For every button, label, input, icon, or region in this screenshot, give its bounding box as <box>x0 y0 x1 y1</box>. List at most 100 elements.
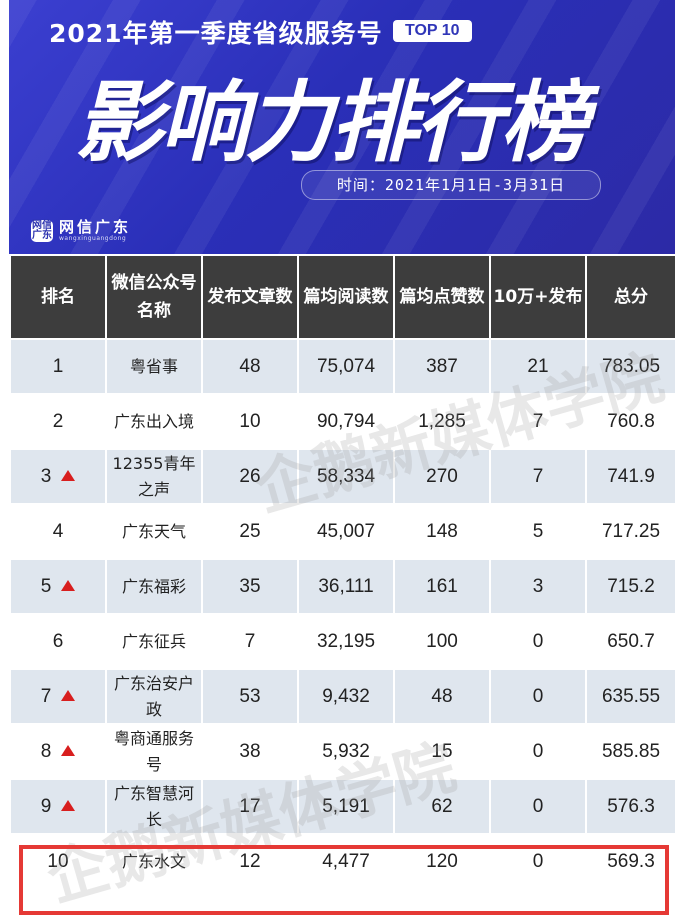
rank-cell: 2 <box>9 393 107 450</box>
up-triangle-icon <box>61 744 76 756</box>
avg-reads-cell: 5,932 <box>297 723 395 780</box>
over-100k-cell: 5 <box>489 503 587 560</box>
table-row: 3 12355青年之声 26 58,334 270 7 741.9 <box>9 448 677 505</box>
rank-number: 4 <box>52 520 64 542</box>
col-header-rank: 排名 <box>9 254 107 340</box>
up-triangle-icon <box>61 799 76 811</box>
over-100k-cell: 7 <box>489 393 587 450</box>
articles-cell: 10 <box>201 393 299 450</box>
account-name-cell: 广东福彩 <box>105 558 203 615</box>
articles-cell: 38 <box>201 723 299 780</box>
avg-reads-cell: 58,334 <box>297 448 395 505</box>
rank-number: 2 <box>52 410 64 432</box>
col-header-name: 微信公众号名称 <box>105 254 203 340</box>
avg-reads-cell: 36,111 <box>297 558 395 615</box>
score-cell: 760.8 <box>585 393 677 450</box>
over-100k-cell: 0 <box>489 723 587 780</box>
avg-likes-cell: 15 <box>393 723 491 780</box>
articles-cell: 48 <box>201 338 299 395</box>
rank-cell: 9 <box>9 778 107 835</box>
rank-number: 7 <box>40 685 52 707</box>
rank-number: 5 <box>40 575 52 597</box>
articles-cell: 7 <box>201 613 299 670</box>
col-header-score: 总分 <box>585 254 677 340</box>
avg-likes-cell: 1,285 <box>393 393 491 450</box>
avg-likes-cell: 270 <box>393 448 491 505</box>
date-range: 时间：2021年1月1日-3月31日 <box>301 170 601 200</box>
account-name-cell: 广东天气 <box>105 503 203 560</box>
col-header-avg-likes: 篇均点赞数 <box>393 254 491 340</box>
avg-likes-cell: 100 <box>393 613 491 670</box>
avg-reads-cell: 5,191 <box>297 778 395 835</box>
table-row: 9 广东智慧河长 17 5,191 62 0 576.3 <box>9 778 677 835</box>
rank-number: 3 <box>40 465 52 487</box>
top10-badge: TOP 10 <box>393 20 472 42</box>
over-100k-cell: 0 <box>489 613 587 670</box>
rank-cell: 10 <box>9 833 107 890</box>
col-header-100k: 10万+发布 <box>489 254 587 340</box>
rank-cell: 3 <box>9 448 107 505</box>
table-row: 7 广东治安户政 53 9,432 48 0 635.55 <box>9 668 677 725</box>
account-name-cell: 12355青年之声 <box>105 448 203 505</box>
over-100k-cell: 0 <box>489 778 587 835</box>
ranking-table: 排名 微信公众号名称 发布文章数 篇均阅读数 篇均点赞数 10万+发布 总分 1… <box>9 254 677 890</box>
avg-reads-cell: 9,432 <box>297 668 395 725</box>
avg-reads-cell: 32,195 <box>297 613 395 670</box>
score-cell: 717.25 <box>585 503 677 560</box>
score-cell: 741.9 <box>585 448 677 505</box>
table-row: 2 广东出入境 10 90,794 1,285 7 760.8 <box>9 393 677 450</box>
table-row: 5 广东福彩 35 36,111 161 3 715.2 <box>9 558 677 615</box>
over-100k-cell: 0 <box>489 668 587 725</box>
account-name-cell: 广东水文 <box>105 833 203 890</box>
score-cell: 715.2 <box>585 558 677 615</box>
score-cell: 576.3 <box>585 778 677 835</box>
account-name-cell: 广东智慧河长 <box>105 778 203 835</box>
logo-cn: 网信广东 <box>59 218 132 236</box>
col-header-articles: 发布文章数 <box>201 254 299 340</box>
articles-cell: 53 <box>201 668 299 725</box>
table-row: 4 广东天气 25 45,007 148 5 717.25 <box>9 503 677 560</box>
over-100k-cell: 7 <box>489 448 587 505</box>
score-cell: 585.85 <box>585 723 677 780</box>
up-triangle-icon <box>61 579 76 591</box>
rank-number: 1 <box>52 355 64 377</box>
banner-title: 影响力排行榜 <box>75 71 588 174</box>
logo-en: wangxinguangdong <box>59 235 127 242</box>
account-name-cell: 广东治安户政 <box>105 668 203 725</box>
score-cell: 569.3 <box>585 833 677 890</box>
avg-likes-cell: 148 <box>393 503 491 560</box>
col-header-avg-reads: 篇均阅读数 <box>297 254 395 340</box>
avg-likes-cell: 62 <box>393 778 491 835</box>
articles-cell: 17 <box>201 778 299 835</box>
logo-icon: 网信 广东 <box>31 220 53 242</box>
articles-cell: 26 <box>201 448 299 505</box>
rank-cell: 6 <box>9 613 107 670</box>
over-100k-cell: 21 <box>489 338 587 395</box>
avg-reads-cell: 4,477 <box>297 833 395 890</box>
avg-reads-cell: 75,074 <box>297 338 395 395</box>
rank-number: 9 <box>40 795 52 817</box>
articles-cell: 25 <box>201 503 299 560</box>
score-cell: 635.55 <box>585 668 677 725</box>
logo: 网信 广东 网信广东 wangxinguangdong <box>31 219 131 243</box>
table-header-row: 排名 微信公众号名称 发布文章数 篇均阅读数 篇均点赞数 10万+发布 总分 <box>9 254 677 340</box>
rank-cell: 5 <box>9 558 107 615</box>
table-row: 6 广东征兵 7 32,195 100 0 650.7 <box>9 613 677 670</box>
score-cell: 783.05 <box>585 338 677 395</box>
account-name-cell: 粤省事 <box>105 338 203 395</box>
table-row: 10 广东水文 12 4,477 120 0 569.3 <box>9 833 677 890</box>
account-name-cell: 广东出入境 <box>105 393 203 450</box>
over-100k-cell: 3 <box>489 558 587 615</box>
avg-likes-cell: 120 <box>393 833 491 890</box>
rank-cell: 8 <box>9 723 107 780</box>
up-triangle-icon <box>61 689 76 701</box>
account-name-cell: 粤商通服务号 <box>105 723 203 780</box>
avg-likes-cell: 48 <box>393 668 491 725</box>
rank-number: 8 <box>40 740 52 762</box>
over-100k-cell: 0 <box>489 833 587 890</box>
up-triangle-icon <box>61 469 76 481</box>
header-banner: 2021年第一季度省级服务号 TOP 10 影响力排行榜 时间：2021年1月1… <box>9 0 675 254</box>
rank-cell: 4 <box>9 503 107 560</box>
score-cell: 650.7 <box>585 613 677 670</box>
banner-subtitle: 2021年第一季度省级服务号 <box>49 19 383 48</box>
